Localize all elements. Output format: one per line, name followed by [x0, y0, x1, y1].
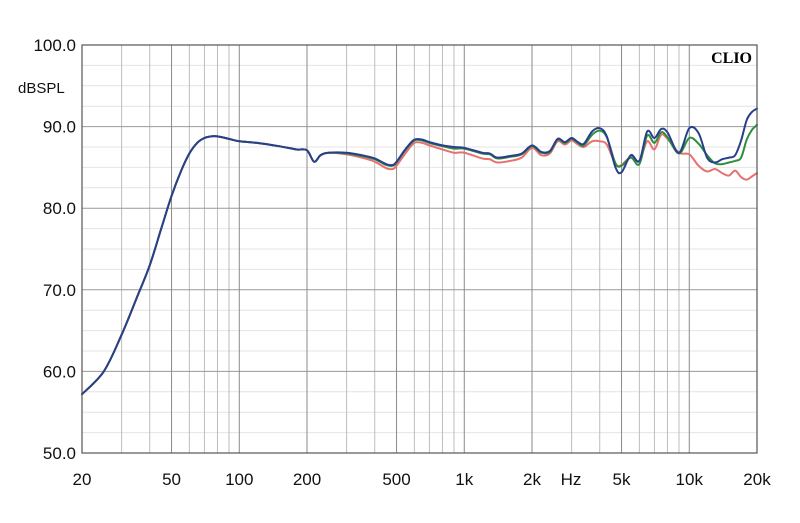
x-tick-label: 500 [382, 470, 410, 489]
y-tick-label: 50.0 [43, 444, 76, 463]
x-tick-label: 1k [455, 470, 473, 489]
x-tick-label: 50 [162, 470, 181, 489]
x-tick-label: 5k [613, 470, 631, 489]
y-tick-label: 60.0 [43, 362, 76, 381]
x-tick-label: 20 [73, 470, 92, 489]
plot-border [81, 44, 758, 454]
x-tick-label: 20k [743, 470, 771, 489]
grid-lines [81, 44, 758, 454]
y-tick-label: 90.0 [43, 118, 76, 137]
brand-label: CLIO [711, 50, 752, 67]
y-axis-label: dBSPL [18, 80, 65, 97]
y-tick-label: 70.0 [43, 281, 76, 300]
series-line-3 [81, 107, 758, 396]
x-tick-label: 100 [225, 470, 253, 489]
x-tick-labels: 20 50 100 200 500 1k 2k 5k 10k 20k [73, 470, 772, 489]
x-tick-label: 2k [523, 470, 541, 489]
y-tick-label: 80.0 [43, 199, 76, 218]
x-axis-label: Hz [561, 470, 582, 489]
x-tick-label: 10k [676, 470, 704, 489]
y-tick-labels: 100.0 90.0 80.0 70.0 60.0 50.0 [33, 36, 76, 463]
x-tick-label: 200 [293, 470, 321, 489]
y-tick-label: 100.0 [33, 36, 76, 55]
series-group [81, 107, 758, 396]
